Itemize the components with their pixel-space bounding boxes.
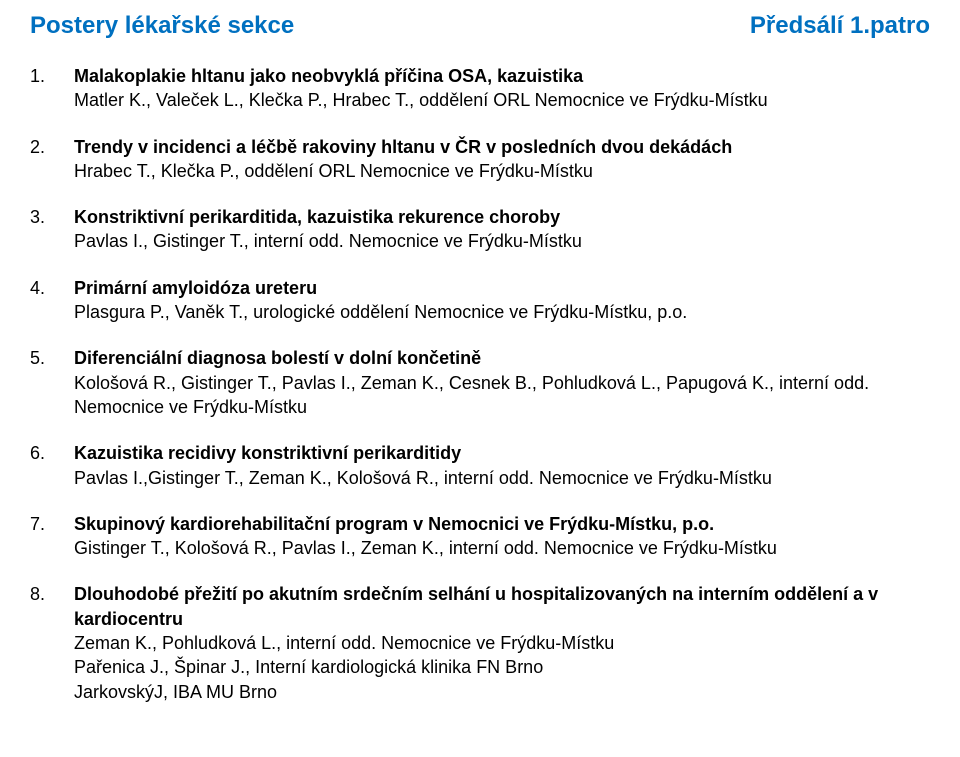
item-title: Dlouhodobé přežití po akutním srdečním s…	[74, 582, 930, 631]
item-title: Skupinový kardiorehabilitační program v …	[74, 512, 930, 536]
list-item: 2.Trendy v incidenci a léčbě rakoviny hl…	[30, 135, 930, 184]
item-body: Primární amyloidóza ureteruPlasgura P., …	[74, 276, 930, 325]
item-body: Dlouhodobé přežití po akutním srdečním s…	[74, 582, 930, 703]
item-title: Malakoplakie hltanu jako neobvyklá příči…	[74, 64, 930, 88]
item-authors: Hrabec T., Klečka P., oddělení ORL Nemoc…	[74, 159, 930, 183]
author-line: Hrabec T., Klečka P., oddělení ORL Nemoc…	[74, 159, 930, 183]
list-item: 1.Malakoplakie hltanu jako neobvyklá pří…	[30, 64, 930, 113]
item-title: Kazuistika recidivy konstriktivní perika…	[74, 441, 930, 465]
item-body: Trendy v incidenci a léčbě rakoviny hlta…	[74, 135, 930, 184]
header-row: Postery lékařské sekce Předsálí 1.patro	[30, 12, 930, 40]
list-item: 7.Skupinový kardiorehabilitační program …	[30, 512, 930, 561]
list-item: 4.Primární amyloidóza ureteruPlasgura P.…	[30, 276, 930, 325]
item-authors: Gistinger T., Kološová R., Pavlas I., Ze…	[74, 536, 930, 560]
author-line: Pavlas I.,Gistinger T., Zeman K., Kološo…	[74, 466, 930, 490]
item-authors: Matler K., Valeček L., Klečka P., Hrabec…	[74, 88, 930, 112]
item-title: Diferenciální diagnosa bolestí v dolní k…	[74, 346, 930, 370]
item-body: Konstriktivní perikarditida, kazuistika …	[74, 205, 930, 254]
item-title: Trendy v incidenci a léčbě rakoviny hlta…	[74, 135, 930, 159]
item-body: Kazuistika recidivy konstriktivní perika…	[74, 441, 930, 490]
item-number: 3.	[30, 205, 74, 254]
header-right: Předsálí 1.patro	[750, 12, 930, 40]
author-line: Pařenica J., Špinar J., Interní kardiolo…	[74, 655, 930, 679]
item-authors: Zeman K., Pohludková L., interní odd. Ne…	[74, 631, 930, 704]
list-item: 5.Diferenciální diagnosa bolestí v dolní…	[30, 346, 930, 419]
author-line: Gistinger T., Kološová R., Pavlas I., Ze…	[74, 536, 930, 560]
item-authors: Plasgura P., Vaněk T., urologické odděle…	[74, 300, 930, 324]
item-list: 1.Malakoplakie hltanu jako neobvyklá pří…	[30, 64, 930, 704]
item-authors: Pavlas I., Gistinger T., interní odd. Ne…	[74, 229, 930, 253]
item-body: Skupinový kardiorehabilitační program v …	[74, 512, 930, 561]
item-number: 6.	[30, 441, 74, 490]
header-left: Postery lékařské sekce	[30, 12, 294, 40]
item-number: 7.	[30, 512, 74, 561]
item-number: 8.	[30, 582, 74, 703]
list-item: 8.Dlouhodobé přežití po akutním srdečním…	[30, 582, 930, 703]
author-line: Zeman K., Pohludková L., interní odd. Ne…	[74, 631, 930, 655]
item-number: 1.	[30, 64, 74, 113]
item-number: 4.	[30, 276, 74, 325]
item-number: 5.	[30, 346, 74, 419]
author-line: Plasgura P., Vaněk T., urologické odděle…	[74, 300, 930, 324]
list-item: 3.Konstriktivní perikarditida, kazuistik…	[30, 205, 930, 254]
author-line: Kološová R., Gistinger T., Pavlas I., Ze…	[74, 371, 930, 420]
item-title: Primární amyloidóza ureteru	[74, 276, 930, 300]
item-body: Malakoplakie hltanu jako neobvyklá příči…	[74, 64, 930, 113]
list-item: 6.Kazuistika recidivy konstriktivní peri…	[30, 441, 930, 490]
author-line: JarkovskýJ, IBA MU Brno	[74, 680, 930, 704]
item-authors: Pavlas I.,Gistinger T., Zeman K., Kološo…	[74, 466, 930, 490]
author-line: Matler K., Valeček L., Klečka P., Hrabec…	[74, 88, 930, 112]
author-line: Pavlas I., Gistinger T., interní odd. Ne…	[74, 229, 930, 253]
item-title: Konstriktivní perikarditida, kazuistika …	[74, 205, 930, 229]
item-authors: Kološová R., Gistinger T., Pavlas I., Ze…	[74, 371, 930, 420]
item-number: 2.	[30, 135, 74, 184]
item-body: Diferenciální diagnosa bolestí v dolní k…	[74, 346, 930, 419]
